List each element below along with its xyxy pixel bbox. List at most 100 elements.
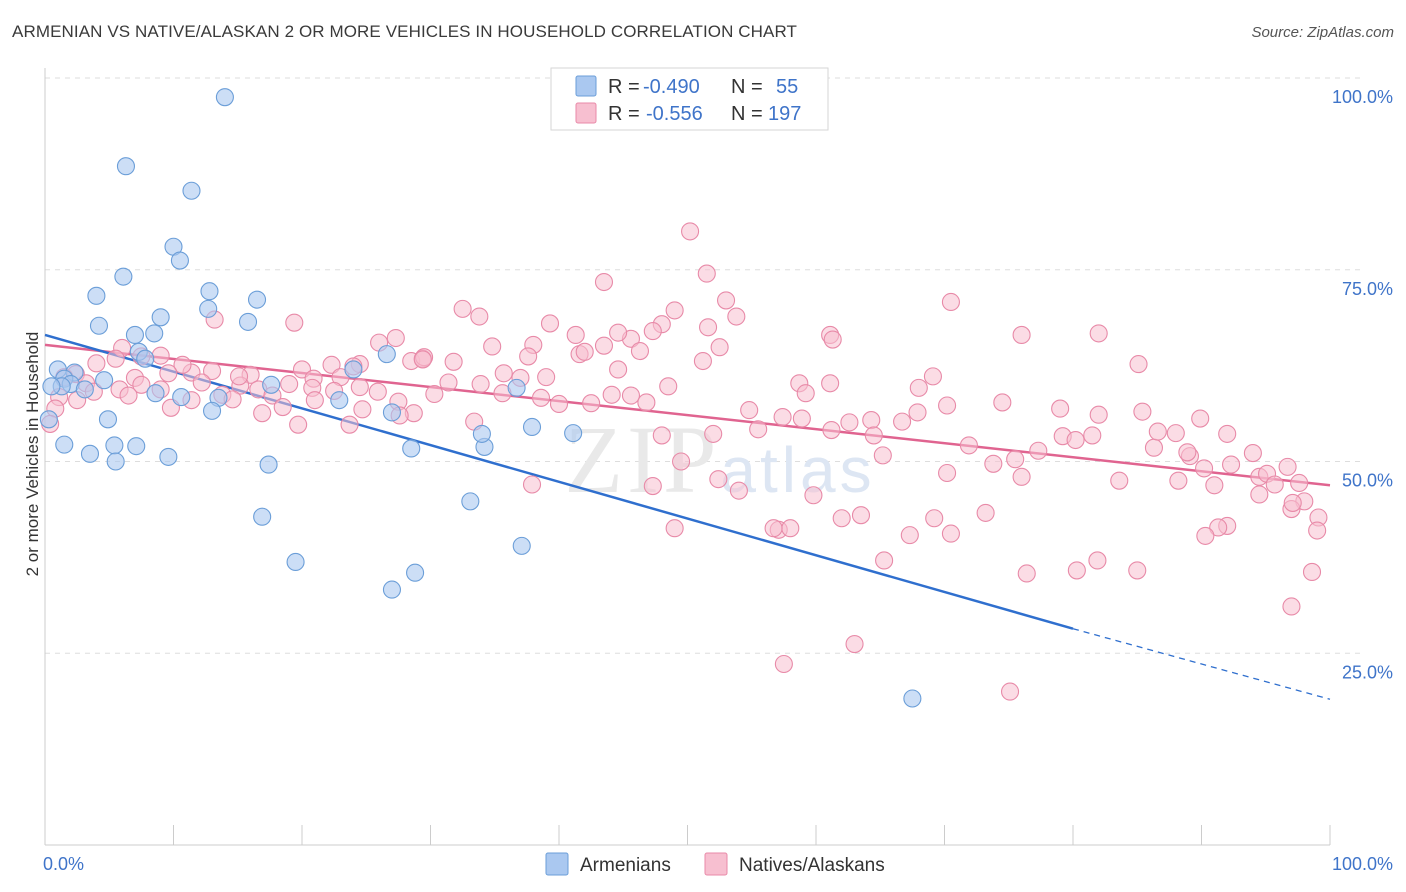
natives-point bbox=[764, 519, 783, 538]
natives-point bbox=[941, 292, 960, 312]
natives-point bbox=[322, 355, 341, 374]
natives-point bbox=[353, 400, 372, 419]
natives-point bbox=[1017, 564, 1036, 583]
natives-trend-line bbox=[44, 343, 1331, 487]
armenians-point bbox=[507, 378, 526, 397]
natives-point bbox=[280, 374, 299, 394]
stats-legend-box bbox=[550, 67, 829, 131]
armenians-point bbox=[98, 410, 118, 429]
natives-point bbox=[1029, 441, 1048, 460]
natives-point bbox=[1250, 485, 1269, 504]
natives-point bbox=[119, 386, 138, 405]
natives-point bbox=[1006, 450, 1025, 469]
armenians-trend-extension bbox=[1072, 628, 1331, 700]
natives-point bbox=[203, 361, 222, 381]
natives-point bbox=[873, 446, 892, 465]
natives-point bbox=[549, 394, 569, 414]
natives-point bbox=[1148, 422, 1167, 441]
natives-point bbox=[1283, 493, 1302, 512]
natives-point bbox=[453, 299, 472, 318]
armenians-point bbox=[127, 437, 146, 456]
natives-point bbox=[1089, 405, 1108, 424]
natives-point bbox=[305, 391, 324, 410]
natives-point bbox=[665, 519, 684, 538]
natives-point bbox=[386, 328, 405, 348]
natives-point bbox=[941, 524, 960, 543]
natives-point bbox=[582, 394, 601, 413]
natives-point bbox=[566, 325, 585, 344]
natives-point bbox=[1088, 551, 1107, 570]
x-tick-labels: 0.0% 100.0% bbox=[43, 854, 1393, 874]
armenians-point bbox=[247, 290, 267, 309]
natives-n-label: N = bbox=[731, 103, 763, 125]
natives-point bbox=[439, 373, 458, 392]
natives-point bbox=[1196, 526, 1215, 545]
natives-point bbox=[709, 470, 728, 489]
natives-point bbox=[368, 382, 387, 401]
armenians-point bbox=[215, 88, 234, 107]
natives-point bbox=[665, 301, 684, 320]
natives-point bbox=[1129, 355, 1148, 374]
bottom-legend: Armenians Natives/Alaskans bbox=[545, 852, 885, 876]
natives-point bbox=[864, 426, 883, 445]
natives-point bbox=[704, 424, 723, 443]
armenians-point bbox=[182, 181, 201, 200]
natives-point bbox=[609, 360, 628, 379]
natives-point bbox=[909, 378, 928, 397]
natives-point bbox=[289, 415, 308, 434]
natives-point bbox=[87, 354, 106, 373]
natives-point bbox=[925, 509, 944, 528]
armenians-point bbox=[406, 563, 425, 582]
natives-point bbox=[637, 393, 656, 412]
armenians-trend-line bbox=[44, 333, 1074, 630]
natives-point bbox=[540, 314, 560, 333]
armenians-point bbox=[146, 384, 165, 403]
natives-point bbox=[537, 368, 556, 387]
natives-r-label: R = bbox=[608, 103, 640, 125]
natives-point bbox=[575, 342, 594, 361]
natives-point bbox=[993, 393, 1012, 412]
natives-point bbox=[151, 346, 170, 365]
natives-point bbox=[273, 397, 292, 417]
natives-point bbox=[643, 476, 662, 496]
natives-point bbox=[106, 349, 125, 368]
armenians-point bbox=[87, 286, 106, 305]
natives-point bbox=[1169, 471, 1188, 490]
armenians-point bbox=[330, 391, 349, 410]
armenians-point bbox=[344, 360, 363, 379]
armenians-point bbox=[382, 580, 402, 599]
armenians-point bbox=[170, 251, 189, 270]
natives-point bbox=[908, 403, 927, 422]
natives-point bbox=[1243, 444, 1262, 463]
natives-point bbox=[621, 386, 641, 405]
armenians-point bbox=[461, 492, 480, 511]
natives-point bbox=[1308, 521, 1327, 540]
y-tick-labels: 100.0% 75.0% 50.0% 25.0% bbox=[1332, 87, 1393, 682]
natives-point bbox=[959, 436, 978, 455]
armenians-point bbox=[125, 325, 144, 344]
natives-point bbox=[862, 411, 881, 430]
armenians-point bbox=[564, 424, 583, 443]
natives-point bbox=[285, 313, 304, 332]
natives-point bbox=[643, 322, 662, 341]
natives-point bbox=[609, 323, 628, 342]
natives-point bbox=[821, 374, 840, 393]
natives-point bbox=[1067, 561, 1086, 580]
armenians-point bbox=[262, 375, 281, 394]
natives-point bbox=[425, 384, 444, 404]
armenians-point bbox=[114, 267, 133, 286]
natives-point bbox=[740, 401, 759, 420]
natives-point bbox=[1166, 424, 1185, 443]
armenians-point bbox=[472, 424, 491, 443]
armenians-point bbox=[159, 447, 178, 466]
armenians-point bbox=[145, 324, 164, 343]
natives-point bbox=[923, 367, 942, 386]
axes bbox=[44, 68, 1331, 846]
natives-point bbox=[672, 452, 691, 471]
natives-point bbox=[749, 420, 768, 439]
natives-point bbox=[792, 409, 811, 428]
y-tick-label: 75.0% bbox=[1342, 279, 1393, 299]
armenians-point bbox=[512, 536, 531, 555]
natives-point bbox=[699, 318, 718, 337]
